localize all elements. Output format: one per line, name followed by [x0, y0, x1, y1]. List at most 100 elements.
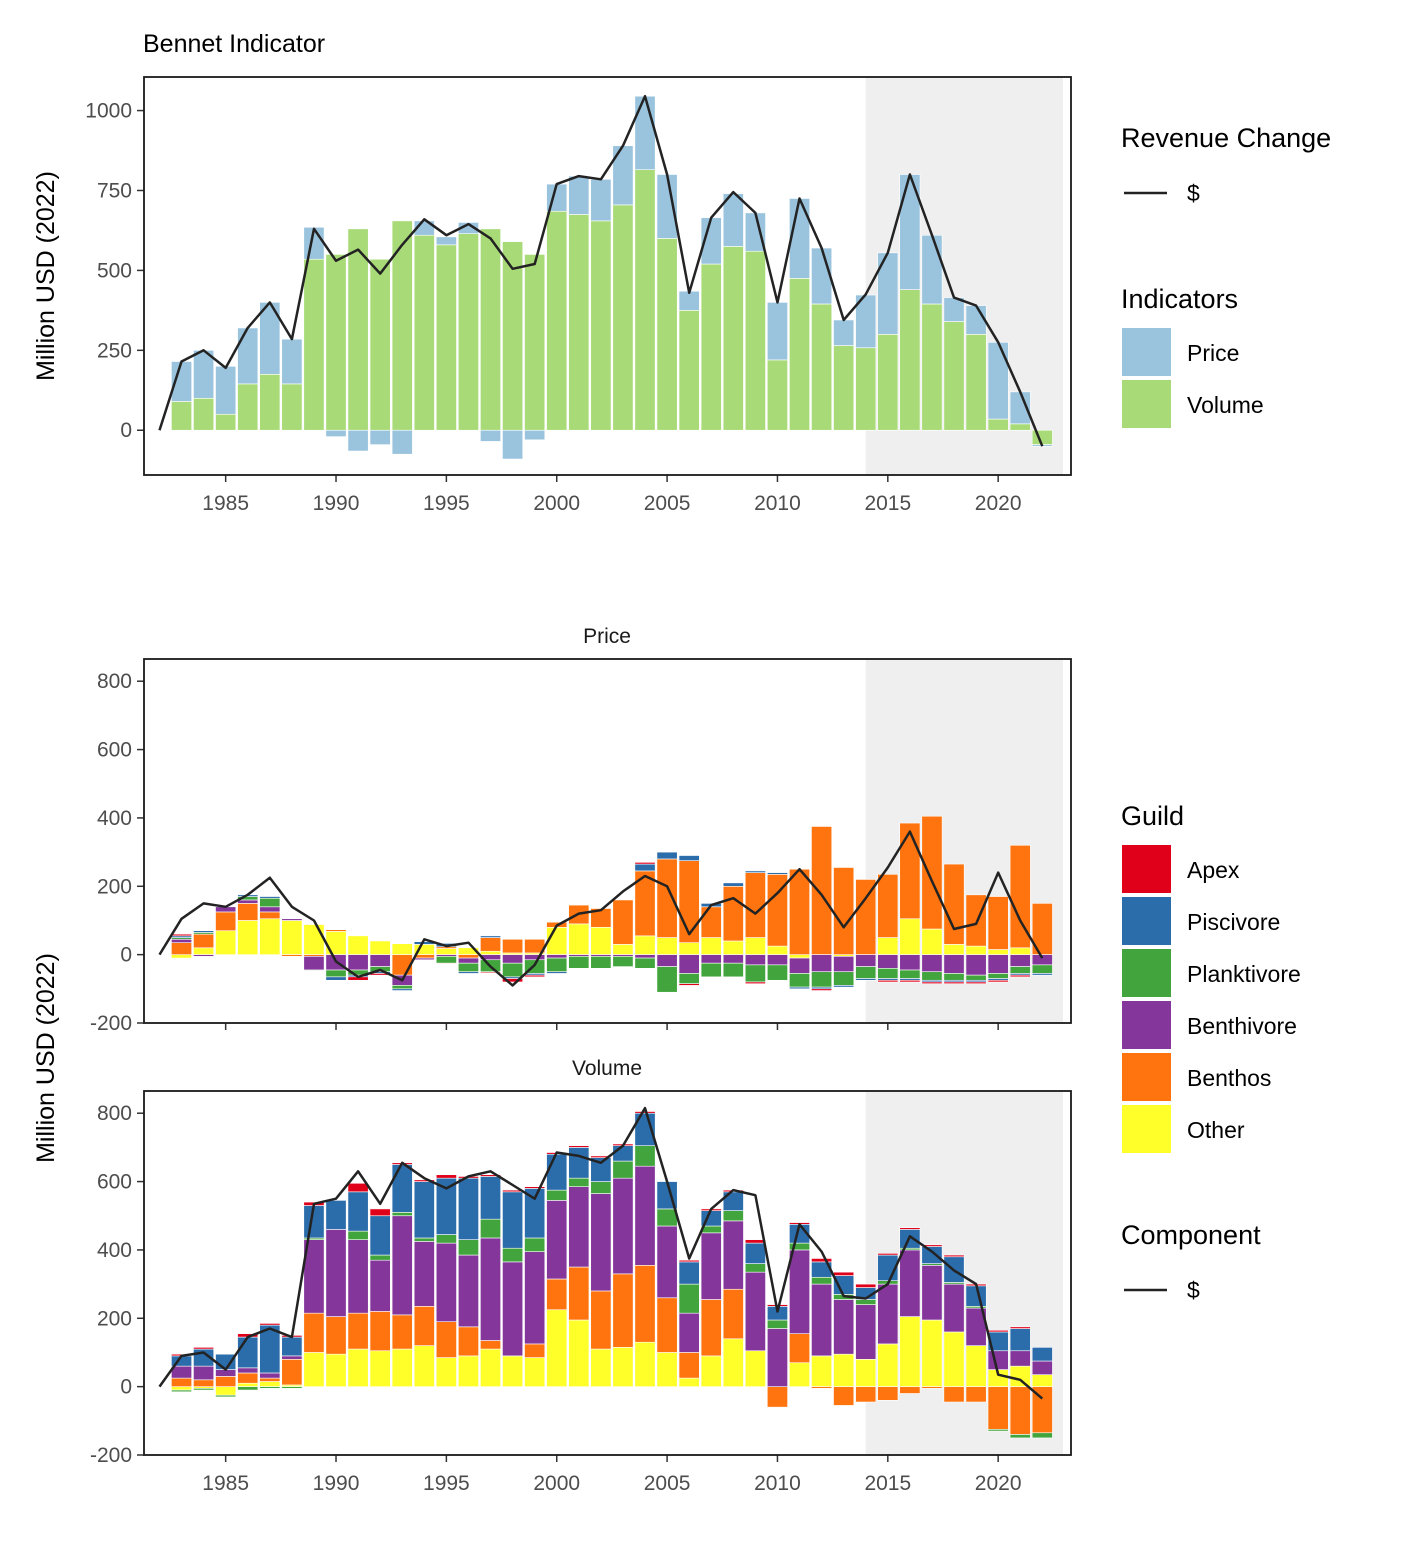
bar-benthos-2013	[833, 867, 855, 955]
bar-benthivore-2001	[568, 1186, 590, 1268]
bar-benthos-2014	[855, 1386, 877, 1403]
bar-other-2004	[634, 1341, 656, 1387]
bar-price-2011	[789, 198, 810, 279]
bar-planktivore-2003	[612, 956, 634, 967]
bar-planktivore-2013	[833, 971, 855, 986]
bar-benthivore-2005	[656, 1225, 678, 1299]
bar-benthivore-1991	[347, 1239, 369, 1314]
bar-planktivore-1995	[435, 956, 457, 964]
bar-benthivore-2007	[700, 1232, 722, 1300]
bar-benthos-2008	[722, 885, 744, 942]
bar-volume-2005	[656, 238, 678, 431]
bar-other-2001	[568, 1319, 590, 1387]
bar-planktivore-2009	[744, 964, 766, 983]
bar-planktivore-2011	[789, 973, 810, 988]
bar-piscivore-2014	[855, 978, 877, 981]
y-tick-label: 200	[97, 1307, 132, 1330]
bar-price-2002	[590, 178, 612, 222]
bar-piscivore-2006	[678, 855, 700, 861]
bar-benthivore-2013	[833, 956, 855, 973]
bar-other-2017	[921, 928, 943, 955]
bar-other-1986	[237, 920, 259, 955]
bar-other-1991	[347, 1348, 369, 1387]
bar-benthivore-1988	[281, 1355, 303, 1360]
bar-planktivore-1998	[502, 962, 524, 978]
bar-benthos-1996	[457, 954, 479, 959]
bar-benthos-1983	[171, 1377, 192, 1387]
bar-benthivore-2015	[877, 954, 899, 969]
bar-piscivore-2010	[766, 872, 788, 875]
bar-benthivore-1997	[480, 1237, 501, 1341]
bar-other-2011	[789, 954, 810, 959]
bar-planktivore-2019	[965, 974, 987, 981]
bar-volume-2000	[546, 210, 568, 431]
price-panel: Price -200 0 200 400 600 800	[90, 625, 1072, 1035]
bar-price-1988	[281, 338, 303, 385]
bar-piscivore-2022	[1031, 1347, 1053, 1362]
bar-planktivore-1988	[281, 1386, 303, 1389]
bar-other-2018	[943, 944, 965, 955]
bar-benthivore-1986	[237, 899, 259, 904]
legend-label-price: Price	[1187, 340, 1239, 366]
x-tick-label: 2015	[864, 492, 911, 515]
bar-price-1992	[369, 429, 391, 445]
bar-piscivore-1997	[480, 1176, 501, 1220]
bar-other-1990	[325, 931, 347, 955]
bar-price-1991	[347, 429, 369, 452]
bar-other-2020	[987, 949, 1009, 955]
bar-apex-2009	[744, 981, 766, 984]
bar-apex-2019	[965, 981, 987, 984]
x-tick-label: 2010	[754, 492, 801, 515]
bar-volume-1984	[193, 397, 215, 431]
bar-other-2019	[965, 1345, 987, 1387]
bar-benthivore-1995	[435, 1242, 457, 1323]
bar-planktivore-1987	[259, 1386, 281, 1389]
bar-piscivore-1996	[457, 1177, 479, 1240]
bar-price-2010	[766, 302, 788, 361]
bar-volume-1997	[480, 228, 501, 431]
bar-benthos-2003	[612, 899, 634, 945]
bar-benthivore-2013	[833, 1299, 855, 1355]
bar-other-1995	[435, 1357, 457, 1387]
x-tick-label: 2020	[975, 492, 1022, 515]
y-tick-label: -200	[90, 1444, 132, 1467]
bar-benthos-2005	[656, 1297, 678, 1353]
bar-benthos-2008	[722, 1288, 744, 1340]
bar-other-2006	[678, 942, 700, 955]
bar-apex-1994	[413, 1179, 435, 1182]
bar-other-2005	[656, 1352, 678, 1387]
bar-other-1985	[215, 930, 237, 955]
bar-other-2017	[921, 1319, 943, 1387]
bar-planktivore-2015	[877, 968, 899, 979]
bar-planktivore-2016	[899, 969, 921, 979]
bar-piscivore-1988	[281, 1336, 303, 1357]
bar-benthivore-2009	[744, 954, 766, 966]
bar-piscivore-2009	[744, 1242, 766, 1264]
guild-legend: Guild Apex Piscivore Planktivore Benthiv…	[1121, 801, 1301, 1153]
bar-benthivore-2002	[590, 1193, 612, 1292]
bar-benthivore-2016	[899, 1249, 921, 1317]
bar-piscivore-1991	[347, 1191, 369, 1232]
bar-benthos-2003	[612, 1273, 634, 1348]
bar-volume-2006	[678, 310, 700, 431]
bar-benthos-2005	[656, 858, 678, 938]
bar-planktivore-1998	[502, 1247, 524, 1263]
bar-volume-1983	[171, 401, 192, 431]
price-axes: -200 0 200 400 600 800	[90, 658, 1072, 1035]
bar-benthivore-2006	[678, 1312, 700, 1353]
bar-piscivore-1998	[502, 1191, 524, 1249]
bar-apex-1997	[480, 1174, 501, 1177]
bar-planktivore-1995	[435, 1234, 457, 1244]
bar-benthivore-1993	[391, 1215, 413, 1316]
bar-benthos-1988	[281, 1359, 303, 1386]
bar-benthivore-1983	[171, 938, 192, 943]
bar-volume-2021	[1009, 423, 1031, 431]
bar-piscivore-1990	[325, 976, 347, 981]
bar-benthos-1987	[259, 1377, 281, 1382]
bar-benthivore-2007	[700, 954, 722, 964]
bar-planktivore-2017	[921, 971, 943, 981]
bar-benthivore-1999	[524, 954, 546, 961]
bar-planktivore-2020	[987, 973, 1009, 979]
bar-planktivore-1987	[259, 897, 281, 908]
bar-benthos-2014	[855, 879, 877, 955]
